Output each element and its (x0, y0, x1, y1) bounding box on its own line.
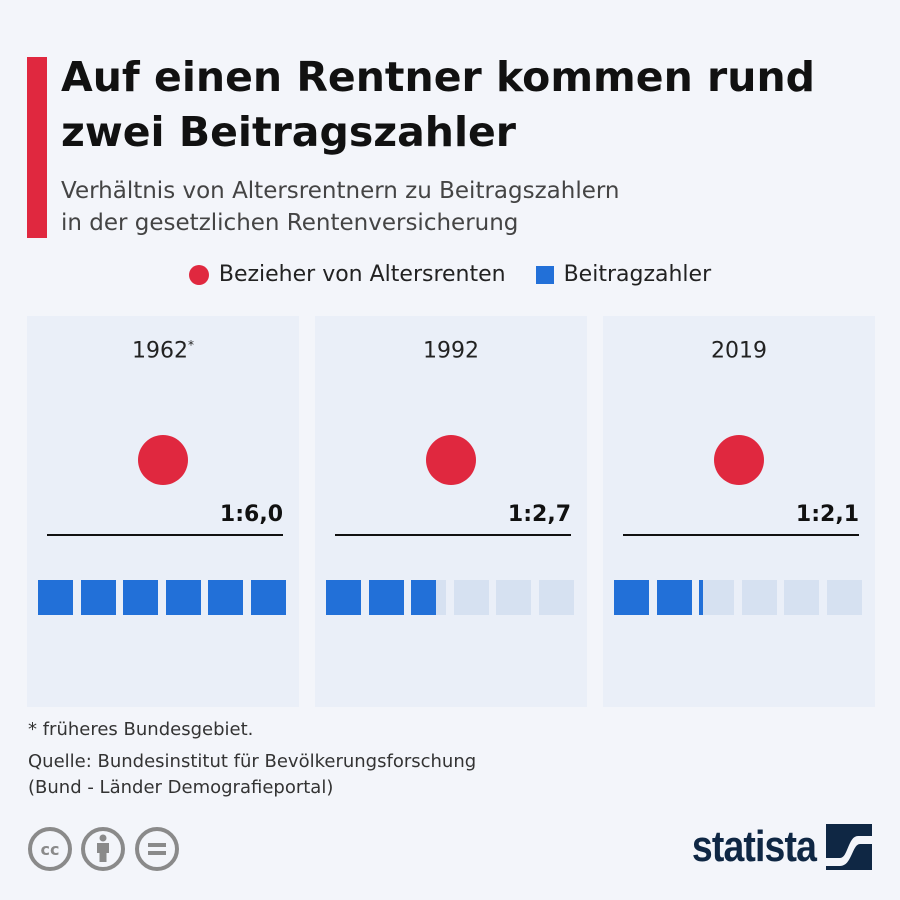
contributor-square-fill (38, 580, 73, 615)
contributor-square-fill (165, 580, 201, 615)
contributor-squares (326, 580, 576, 615)
divider-line (335, 534, 571, 536)
year-label: 2019 (603, 338, 875, 363)
footnote-marker: * (188, 338, 194, 352)
attribution-icon[interactable] (81, 827, 125, 871)
divider-line (47, 534, 283, 536)
year-label: 1992 (315, 338, 587, 363)
page-title: Auf einen Rentner kommen rund zwei Beitr… (61, 53, 815, 156)
source-line-1: Quelle: Bundesinstitut für Bevölkerungsf… (28, 751, 477, 772)
contributor-square (368, 580, 404, 615)
legend-label: Bezieher von Altersrenten (218, 262, 506, 287)
year-text: 2019 (711, 338, 767, 364)
contributor-square-fill (326, 580, 361, 615)
subtitle-line-1: Verhältnis von Altersrentnern zu Beitrag… (61, 178, 620, 204)
contributor-square (538, 580, 574, 615)
contributor-square (784, 580, 819, 615)
subtitle-line-2: in der gesetzlichen Rentenversicherung (61, 210, 519, 236)
divider-line (623, 534, 859, 536)
ratio-label: 1:6,0 (219, 502, 283, 527)
panel-1992: 1992 1:2,7 (315, 316, 587, 707)
contributor-square (123, 580, 158, 615)
title-accent-bar (27, 57, 47, 238)
legend-item-contributors: Beitragzahler (535, 262, 712, 287)
contributor-squares (38, 580, 288, 615)
contributor-square-fill (699, 580, 703, 615)
contributor-square-fill (123, 580, 158, 615)
statista-logo-icon (826, 824, 872, 870)
cc-icon[interactable]: cc (28, 827, 72, 871)
contributor-square (614, 580, 649, 615)
contributor-squares (614, 580, 864, 615)
legend-label: Beitragzahler (563, 262, 712, 287)
contributor-square-fill (656, 580, 692, 615)
contributor-square (741, 580, 777, 615)
legend: Bezieher von Altersrenten Beitragzahler (0, 262, 900, 287)
contributor-square-fill (368, 580, 404, 615)
contributor-square (80, 580, 116, 615)
contributor-square (208, 580, 243, 615)
contributor-square-fill (411, 580, 436, 615)
year-text: 1992 (423, 338, 479, 364)
contributor-square (826, 580, 862, 615)
year-label: 1962* (27, 338, 299, 363)
contributor-square-fill (80, 580, 116, 615)
blue-square-icon (535, 265, 554, 284)
source-line-2: (Bund - Länder Demografieportal) (28, 777, 334, 798)
pensioner-dot (138, 435, 188, 485)
ratio-label: 1:2,7 (507, 502, 571, 527)
contributor-square (411, 580, 446, 615)
contributor-square-fill (250, 580, 286, 615)
footnote: * früheres Bundesgebiet. (28, 719, 254, 740)
contributor-square (699, 580, 734, 615)
year-text: 1962 (132, 338, 188, 364)
subtitle: Verhältnis von Altersrentnern zu Beitrag… (61, 175, 620, 239)
panel-1962: 1962* 1:6,0 (27, 316, 299, 707)
legend-item-pensioners: Bezieher von Altersrenten (188, 262, 506, 287)
pensioner-dot (426, 435, 476, 485)
contributor-square (453, 580, 489, 615)
contributor-square-fill (208, 580, 243, 615)
panel-2019: 2019 1:2,1 (603, 316, 875, 707)
pensioner-dot (714, 435, 764, 485)
contributor-square-fill (614, 580, 649, 615)
ratio-label: 1:2,1 (795, 502, 859, 527)
brand-name: statista (691, 822, 817, 871)
contributor-square (165, 580, 201, 615)
statista-logo[interactable]: statista (670, 822, 872, 872)
red-dot-icon (188, 264, 209, 285)
contributor-square (326, 580, 361, 615)
contributor-square (656, 580, 692, 615)
contributor-square (250, 580, 286, 615)
no-derivatives-icon[interactable] (135, 827, 179, 871)
contributor-square (496, 580, 531, 615)
contributor-square (38, 580, 73, 615)
